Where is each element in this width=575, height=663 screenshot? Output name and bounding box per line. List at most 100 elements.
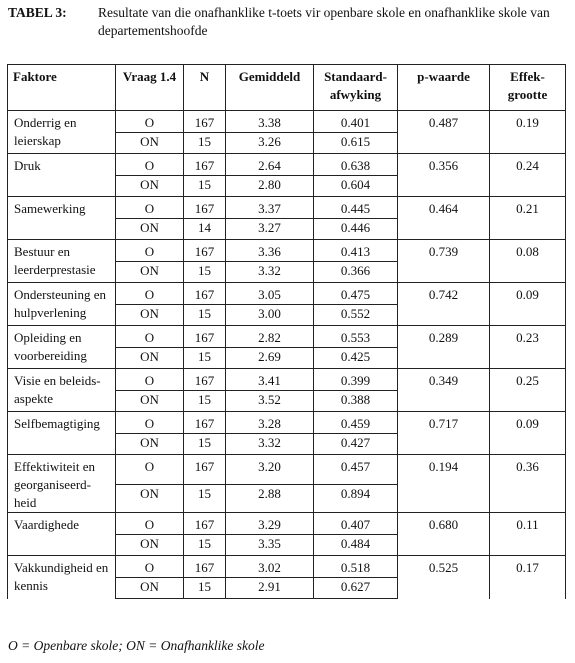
n-cell: 15 (183, 433, 226, 455)
vraag-cell: O (115, 282, 184, 305)
p-value-cell: 0.525 (397, 555, 490, 599)
table-label: TABEL 3: (8, 5, 67, 20)
vraag-cell: ON (115, 483, 184, 513)
mean-cell: 3.27 (225, 218, 314, 240)
p-value-cell: 0.742 (397, 282, 490, 326)
sd-cell: 0.518 (313, 555, 398, 578)
table-row: ON 15 3.32 0.366 (8, 261, 566, 283)
effect-size-cell: 0.11 (489, 512, 566, 556)
p-value-cell: 0.349 (397, 368, 490, 412)
n-cell: 15 (183, 534, 226, 556)
table-row: ON 15 3.00 0.552 (8, 304, 566, 326)
mean-cell: 2.82 (225, 325, 314, 348)
factor-cell: Bestuur en leerderprestasie (7, 239, 116, 283)
p-value-cell: 0.680 (397, 512, 490, 556)
p-value-cell: 0.289 (397, 325, 490, 369)
mean-cell: 3.05 (225, 282, 314, 305)
mean-cell: 3.00 (225, 304, 314, 326)
sd-cell: 0.457 (313, 454, 398, 485)
n-cell: 15 (183, 261, 226, 283)
n-cell: 167 (183, 512, 226, 535)
sd-cell: 0.407 (313, 512, 398, 535)
sd-cell: 0.894 (313, 483, 398, 513)
factor-cell: Opleiding en voorbereiding (7, 325, 116, 369)
mean-cell: 3.38 (225, 110, 314, 133)
n-cell: 167 (183, 411, 226, 434)
n-cell: 167 (183, 196, 226, 219)
table-row: Vakkundigheid en kennis O 167 3.02 0.518 0.52… (7, 555, 566, 599)
mean-cell: 3.41 (225, 368, 314, 391)
vraag-cell: O (115, 555, 184, 578)
sd-cell: 0.615 (313, 132, 398, 154)
factor-cell: Druk (7, 153, 116, 197)
mean-cell: 3.52 (225, 390, 314, 412)
mean-cell: 3.02 (225, 555, 314, 578)
factor-cell: Vakkundigheid en kennis (7, 555, 116, 599)
vraag-cell: O (115, 454, 184, 485)
vraag-cell: ON (115, 433, 184, 455)
n-cell: 14 (183, 218, 226, 240)
sd-cell: 0.366 (313, 261, 398, 283)
vraag-cell: ON (115, 218, 184, 240)
table-row: ON 15 2.88 0.894 (8, 483, 566, 513)
effect-size-cell: 0.19 (489, 110, 566, 154)
vraag-cell: O (115, 153, 184, 176)
p-value-cell: 0.487 (397, 110, 490, 154)
n-cell: 167 (183, 153, 226, 176)
effect-size-cell: 0.08 (489, 239, 566, 283)
mean-cell: 2.80 (225, 175, 314, 197)
n-cell: 167 (183, 239, 226, 262)
table-row: ON 15 3.32 0.427 (8, 433, 566, 455)
mean-cell: 3.32 (225, 433, 314, 455)
vraag-cell: ON (115, 304, 184, 326)
header-p-waarde: p-waarde (397, 64, 490, 111)
sd-cell: 0.553 (313, 325, 398, 348)
mean-cell: 3.37 (225, 196, 314, 219)
n-cell: 15 (183, 132, 226, 154)
n-cell: 167 (183, 325, 226, 348)
factor-cell: Effektiwiteit en georganiseerd-heid (7, 454, 116, 513)
vraag-cell: O (115, 368, 184, 391)
table-title: Resultate van die onafhanklike t-toets v… (98, 5, 550, 38)
factor-cell: Ondersteuning en hulpverlening (7, 282, 116, 326)
mean-cell: 3.32 (225, 261, 314, 283)
sd-cell: 0.446 (313, 218, 398, 240)
vraag-cell: O (115, 411, 184, 434)
n-cell: 15 (183, 390, 226, 412)
mean-cell: 2.88 (225, 483, 314, 513)
results-table: Faktore Vraag 1.4 N Gemiddeld Standaard-… (7, 64, 566, 599)
factor-cell: Visie en beleids-aspekte (7, 368, 116, 412)
n-cell: 15 (183, 304, 226, 326)
table-row: ON 15 3.52 0.388 (8, 390, 566, 412)
vraag-cell: O (115, 512, 184, 535)
table-row: ON 14 3.27 0.446 (8, 218, 566, 240)
sd-cell: 0.401 (313, 110, 398, 133)
vraag-cell: ON (115, 132, 184, 154)
factor-cell: Vaardighede (7, 512, 116, 556)
p-value-cell: 0.739 (397, 239, 490, 283)
effect-size-cell: 0.09 (489, 411, 566, 455)
mean-cell: 2.64 (225, 153, 314, 176)
p-value-cell: 0.194 (397, 454, 490, 513)
sd-cell: 0.425 (313, 347, 398, 369)
table-row: ON 15 2.80 0.604 (8, 175, 566, 197)
mean-cell: 3.20 (225, 454, 314, 485)
mean-cell: 3.28 (225, 411, 314, 434)
effect-size-cell: 0.21 (489, 196, 566, 240)
table-row: Druk O 167 2.64 0.638 0.356 0.24 (7, 153, 566, 197)
n-cell: 15 (183, 175, 226, 197)
factor-cell: Selfbemagtiging (7, 411, 116, 455)
mean-cell: 3.35 (225, 534, 314, 556)
sd-cell: 0.459 (313, 411, 398, 434)
effect-size-cell: 0.09 (489, 282, 566, 326)
table-row: ON 15 2.91 0.627 (8, 577, 566, 599)
n-cell: 167 (183, 555, 226, 578)
factor-cell: Samewerking (7, 196, 116, 240)
p-value-cell: 0.464 (397, 196, 490, 240)
table-header-row: Faktore Vraag 1.4 N Gemiddeld Standaard-… (7, 64, 566, 111)
n-cell: 167 (183, 454, 226, 485)
header-faktore: Faktore (7, 64, 116, 111)
mean-cell: 3.36 (225, 239, 314, 262)
table-row: Visie en beleids-aspekte O 167 3.41 0.399 0.3… (7, 368, 566, 412)
effect-size-cell: 0.36 (489, 454, 566, 513)
